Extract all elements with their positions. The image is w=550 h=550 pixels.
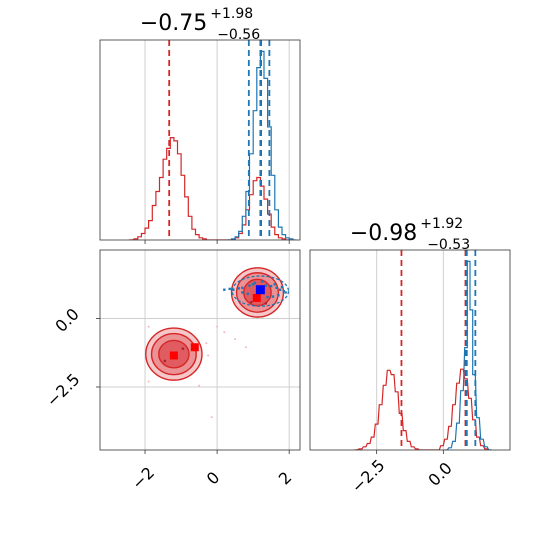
title-bottom-right-main: −0.98 xyxy=(350,221,417,246)
pink-scatter-point-12 xyxy=(147,380,150,383)
x-tick-bl-0: −2 xyxy=(128,463,158,493)
blue-scatter-point-13 xyxy=(277,294,280,297)
dark-red-point-3 xyxy=(250,300,253,304)
blue-scatter-point-9 xyxy=(275,286,278,290)
blue-scatter-point-16 xyxy=(246,292,249,296)
histogram-panel-bottom-right xyxy=(309,249,511,454)
blue-scatter-point-5 xyxy=(248,284,251,287)
blue-scatter-point-15 xyxy=(266,295,269,299)
red-marker-1 xyxy=(190,343,199,352)
blue-scatter-point-2 xyxy=(232,288,235,291)
histogram-panel-top-left xyxy=(99,39,301,244)
x-tick-bl-2: 2 xyxy=(275,468,296,489)
title-bottom-right: −0.98 +1.92 −0.53 xyxy=(350,216,470,253)
blue-contour xyxy=(231,275,290,307)
blue-scatter-point-14 xyxy=(271,295,275,298)
tl-frame xyxy=(99,39,301,241)
title-top-left-sub: −0.56 xyxy=(217,27,260,43)
title-bottom-right-sup: +1.92 xyxy=(420,216,463,232)
blue-scatter-point-7 xyxy=(264,284,267,287)
y-tick-bl-0: 0.0 xyxy=(51,304,82,335)
pink-scatter-point-11 xyxy=(244,346,247,349)
blue-scatter-point-12 xyxy=(284,291,287,294)
pink-scatter-point-6 xyxy=(216,325,219,328)
y-tick-bl-1: −2.5 xyxy=(43,370,84,411)
blue-scatter-point-20 xyxy=(273,283,276,286)
blue-scatter-point-19 xyxy=(260,280,264,283)
pink-scatter-point-3 xyxy=(223,331,226,334)
pink-scatter-point-2 xyxy=(205,342,208,345)
title-bottom-right-sub: −0.53 xyxy=(427,237,470,253)
bl-plot-area xyxy=(145,267,290,419)
title-top-left: −0.75 +1.98 −0.56 xyxy=(140,6,260,43)
title-top-left-sup: +1.98 xyxy=(210,6,253,22)
title-top-left-main: −0.75 xyxy=(140,11,207,36)
contour-panel-bottom-left xyxy=(96,249,301,454)
br-hist-series-1 xyxy=(444,260,492,450)
blue-scatter-point-1 xyxy=(228,287,231,291)
red-marker-2 xyxy=(252,293,261,302)
x-tick-bl-1: 0 xyxy=(203,468,224,489)
dark-red-point-1 xyxy=(181,347,185,350)
tl-plot-area xyxy=(128,40,297,240)
blue-scatter-point-10 xyxy=(278,288,282,291)
blue-scatter-point-3 xyxy=(237,287,240,290)
x-tick-br-1: 0.0 xyxy=(424,458,455,489)
tl-background xyxy=(100,40,300,240)
bl-frame xyxy=(99,249,301,451)
blue-scatter-point-4 xyxy=(241,286,244,290)
tl-hist-series-1 xyxy=(227,50,297,240)
br-plot-area xyxy=(354,250,492,450)
tl-hist-series-0 xyxy=(128,137,290,240)
x-tick-br-0: −2.5 xyxy=(348,456,389,497)
blue-scatter-point-6 xyxy=(251,283,255,286)
br-frame xyxy=(309,249,511,451)
red-marker-0 xyxy=(169,351,178,360)
blue-marker xyxy=(255,285,265,295)
pink-scatter-point-4 xyxy=(234,338,237,341)
dark-red-point-0 xyxy=(163,359,167,363)
dark-red-point-2 xyxy=(264,302,268,305)
blue-scatter-point-8 xyxy=(269,284,273,288)
blue-scatter-point-11 xyxy=(282,289,285,293)
blue-scatter-point-0 xyxy=(223,288,226,291)
pink-scatter-point-13 xyxy=(210,416,213,419)
pink-scatter-point-9 xyxy=(198,384,201,387)
br-hist-series-0 xyxy=(354,368,492,450)
blue-scatter-point-17 xyxy=(241,291,244,294)
pink-scatter-point-5 xyxy=(207,354,210,357)
blue-scatter-point-18 xyxy=(253,281,257,285)
pink-scatter-point-0 xyxy=(147,325,150,328)
blue-scatter-point-21 xyxy=(280,285,284,289)
